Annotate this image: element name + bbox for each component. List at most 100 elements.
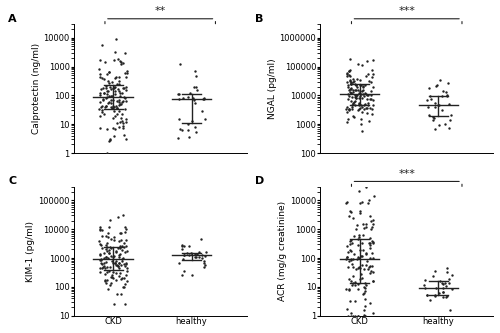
- Point: [116, 245, 124, 251]
- Point: [122, 249, 130, 255]
- Point: [347, 87, 355, 92]
- Point: [108, 275, 116, 280]
- Point: [357, 103, 365, 108]
- Point: [201, 262, 209, 268]
- Point: [433, 82, 441, 87]
- Point: [356, 89, 364, 94]
- Point: [358, 109, 366, 115]
- Point: [346, 79, 354, 84]
- Point: [119, 61, 127, 66]
- Y-axis label: KIM-1 (pg/ml): KIM-1 (pg/ml): [26, 221, 36, 282]
- Point: [354, 88, 362, 93]
- Point: [100, 90, 108, 96]
- Point: [358, 95, 366, 100]
- Point: [363, 111, 371, 116]
- Point: [364, 92, 372, 97]
- Point: [443, 93, 451, 99]
- Point: [424, 104, 432, 110]
- Point: [108, 254, 116, 259]
- Point: [346, 258, 354, 264]
- Point: [186, 90, 194, 96]
- Point: [348, 95, 356, 100]
- Point: [104, 244, 112, 249]
- Point: [104, 235, 112, 240]
- Point: [348, 313, 356, 318]
- Point: [116, 251, 124, 256]
- Point: [345, 107, 353, 112]
- Point: [350, 93, 358, 98]
- Point: [110, 133, 118, 138]
- Point: [368, 251, 376, 256]
- Point: [103, 248, 111, 253]
- Point: [111, 261, 119, 266]
- Point: [352, 83, 360, 88]
- Point: [347, 311, 355, 316]
- Point: [98, 261, 106, 267]
- Point: [438, 290, 446, 295]
- Point: [122, 71, 130, 76]
- Point: [120, 94, 128, 100]
- Point: [431, 105, 439, 110]
- Point: [102, 103, 110, 109]
- Point: [96, 238, 104, 243]
- Point: [360, 307, 368, 312]
- Point: [98, 242, 106, 247]
- Point: [430, 116, 438, 121]
- Point: [355, 101, 363, 106]
- Point: [119, 255, 127, 260]
- Point: [366, 300, 374, 305]
- Point: [366, 106, 374, 111]
- Point: [180, 268, 188, 274]
- Point: [106, 244, 114, 249]
- Point: [350, 79, 358, 84]
- Point: [180, 243, 188, 249]
- Point: [360, 313, 368, 318]
- Point: [112, 113, 120, 119]
- Point: [342, 254, 350, 260]
- Point: [102, 84, 110, 89]
- Point: [100, 260, 108, 265]
- Point: [123, 265, 131, 270]
- Point: [115, 79, 123, 84]
- Point: [432, 84, 440, 89]
- Point: [356, 106, 364, 111]
- Point: [356, 208, 364, 213]
- Text: ***: ***: [398, 6, 415, 16]
- Point: [354, 236, 362, 242]
- Point: [355, 95, 363, 100]
- Point: [112, 291, 120, 297]
- Point: [200, 264, 207, 270]
- Point: [366, 240, 374, 246]
- Point: [426, 97, 434, 102]
- Point: [96, 100, 104, 105]
- Point: [119, 284, 127, 289]
- Point: [355, 101, 363, 106]
- Point: [356, 276, 364, 282]
- Point: [96, 58, 104, 63]
- Point: [98, 98, 106, 103]
- Point: [179, 95, 187, 101]
- Point: [446, 117, 454, 122]
- Point: [115, 74, 123, 80]
- Point: [111, 261, 119, 266]
- Point: [104, 70, 112, 75]
- Point: [442, 269, 450, 275]
- Point: [110, 301, 118, 306]
- Point: [358, 105, 366, 110]
- Point: [96, 224, 104, 229]
- Point: [123, 69, 131, 74]
- Point: [196, 236, 204, 242]
- Point: [356, 92, 364, 97]
- Point: [342, 72, 350, 77]
- Point: [110, 234, 118, 240]
- Point: [352, 266, 360, 271]
- Point: [107, 104, 115, 110]
- Point: [431, 269, 439, 274]
- Point: [366, 89, 374, 94]
- Point: [343, 254, 351, 260]
- Point: [193, 251, 201, 257]
- Point: [107, 274, 115, 280]
- Point: [107, 245, 115, 250]
- Point: [121, 263, 129, 268]
- Point: [110, 85, 118, 90]
